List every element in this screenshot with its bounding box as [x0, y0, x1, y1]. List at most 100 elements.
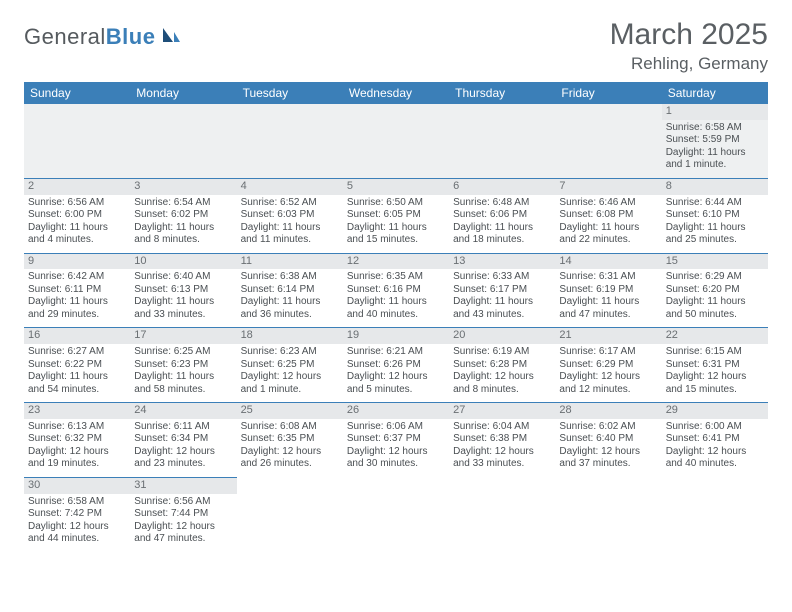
header: GeneralBlue March 2025 Rehling, Germany — [24, 18, 768, 74]
day-number: 24 — [130, 403, 236, 419]
sunset: Sunset: 6:37 PM — [347, 433, 445, 446]
day-info: Sunrise: 6:29 AMSunset: 6:20 PMDaylight:… — [666, 271, 764, 321]
day-number: 14 — [555, 254, 661, 270]
sunrise: Sunrise: 6:29 AM — [666, 271, 764, 284]
calendar-empty-cell — [24, 104, 130, 178]
day-info: Sunrise: 6:06 AMSunset: 6:37 PMDaylight:… — [347, 421, 445, 471]
calendar-empty-cell — [449, 477, 555, 551]
daylight: Daylight: 11 hours and 4 minutes. — [28, 222, 126, 247]
sunset: Sunset: 6:10 PM — [666, 209, 764, 222]
calendar-empty-cell — [555, 477, 661, 551]
calendar-day-cell: 19Sunrise: 6:21 AMSunset: 6:26 PMDayligh… — [343, 328, 449, 403]
sunset: Sunset: 6:26 PM — [347, 359, 445, 372]
sunrise: Sunrise: 6:21 AM — [347, 346, 445, 359]
sunset: Sunset: 6:08 PM — [559, 209, 657, 222]
sunrise: Sunrise: 6:13 AM — [28, 421, 126, 434]
calendar-day-cell: 15Sunrise: 6:29 AMSunset: 6:20 PMDayligh… — [662, 253, 768, 328]
title-block: March 2025 Rehling, Germany — [610, 18, 768, 74]
sunrise: Sunrise: 6:11 AM — [134, 421, 232, 434]
sunset: Sunset: 6:17 PM — [453, 284, 551, 297]
sunset: Sunset: 6:29 PM — [559, 359, 657, 372]
sunrise: Sunrise: 6:08 AM — [241, 421, 339, 434]
sunset: Sunset: 6:34 PM — [134, 433, 232, 446]
sunset: Sunset: 6:16 PM — [347, 284, 445, 297]
day-number: 28 — [555, 403, 661, 419]
day-number: 15 — [662, 254, 768, 270]
day-number: 10 — [130, 254, 236, 270]
logo: GeneralBlue — [24, 18, 181, 50]
daylight: Daylight: 11 hours and 25 minutes. — [666, 222, 764, 247]
daylight: Daylight: 12 hours and 33 minutes. — [453, 446, 551, 471]
sunrise: Sunrise: 6:15 AM — [666, 346, 764, 359]
day-number: 11 — [237, 254, 343, 270]
day-info: Sunrise: 6:04 AMSunset: 6:38 PMDaylight:… — [453, 421, 551, 471]
sunset: Sunset: 6:32 PM — [28, 433, 126, 446]
daylight: Daylight: 11 hours and 54 minutes. — [28, 371, 126, 396]
day-number: 13 — [449, 254, 555, 270]
calendar-day-cell: 28 Sunrise: 6:02 AMSunset: 6:40 PMDayligh… — [555, 403, 661, 478]
daylight: Daylight: 11 hours and 47 minutes. — [559, 296, 657, 321]
calendar-day-cell: 30Sunrise: 6:58 AMSunset: 7:42 PMDayligh… — [24, 477, 130, 551]
weekday-header: Tuesday — [237, 82, 343, 104]
daylight: Daylight: 11 hours and 29 minutes. — [28, 296, 126, 321]
day-info: Sunrise: 6:31 AMSunset: 6:19 PMDaylight:… — [559, 271, 657, 321]
daylight: Daylight: 12 hours and 15 minutes. — [666, 371, 764, 396]
sunrise: Sunrise: 6:44 AM — [666, 197, 764, 210]
day-number: 2 — [24, 179, 130, 195]
sunset: Sunset: 7:42 PM — [28, 508, 126, 521]
sunset: Sunset: 6:06 PM — [453, 209, 551, 222]
month-title: March 2025 — [610, 18, 768, 52]
calendar-empty-cell — [237, 477, 343, 551]
calendar-empty-cell — [343, 477, 449, 551]
day-number: 9 — [24, 254, 130, 270]
day-number: 25 — [237, 403, 343, 419]
day-info: Sunrise: 6:35 AMSunset: 6:16 PMDaylight:… — [347, 271, 445, 321]
sunrise: Sunrise: 6:46 AM — [559, 197, 657, 210]
day-info: Sunrise: 6:00 AMSunset: 6:41 PMDaylight:… — [666, 421, 764, 471]
calendar-empty-cell — [449, 104, 555, 178]
daylight: Daylight: 12 hours and 19 minutes. — [28, 446, 126, 471]
calendar-day-cell: 14Sunrise: 6:31 AMSunset: 6:19 PMDayligh… — [555, 253, 661, 328]
daylight: Daylight: 12 hours and 5 minutes. — [347, 371, 445, 396]
sunset: Sunset: 6:20 PM — [666, 284, 764, 297]
sunrise: Sunrise: 6:50 AM — [347, 197, 445, 210]
day-number: 8 — [662, 179, 768, 195]
sunset: Sunset: 6:02 PM — [134, 209, 232, 222]
sunset: Sunset: 6:00 PM — [28, 209, 126, 222]
daylight: Daylight: 11 hours and 33 minutes. — [134, 296, 232, 321]
day-info: Sunrise: 6:17 AMSunset: 6:29 PMDaylight:… — [559, 346, 657, 396]
day-number: 22 — [662, 328, 768, 344]
calendar-day-cell: 23Sunrise: 6:13 AMSunset: 6:32 PMDayligh… — [24, 403, 130, 478]
calendar-day-cell: 29Sunrise: 6:00 AMSunset: 6:41 PMDayligh… — [662, 403, 768, 478]
day-info: Sunrise: 6:11 AMSunset: 6:34 PMDaylight:… — [134, 421, 232, 471]
day-info: Sunrise: 6:15 AMSunset: 6:31 PMDaylight:… — [666, 346, 764, 396]
calendar-day-cell: 11Sunrise: 6:38 AMSunset: 6:14 PMDayligh… — [237, 253, 343, 328]
logo-text-general: General — [24, 24, 106, 49]
sunset: Sunset: 6:28 PM — [453, 359, 551, 372]
day-info: Sunrise: 6:58 AMSunset: 5:59 PMDaylight:… — [666, 122, 764, 172]
sunrise: Sunrise: 6:40 AM — [134, 271, 232, 284]
sunrise: Sunrise: 6:17 AM — [559, 346, 657, 359]
sunrise: Sunrise: 6:56 AM — [28, 197, 126, 210]
calendar-day-cell: 9Sunrise: 6:42 AMSunset: 6:11 PMDaylight… — [24, 253, 130, 328]
day-number: 27 — [449, 403, 555, 419]
day-info: Sunrise: 6:23 AMSunset: 6:25 PMDaylight:… — [241, 346, 339, 396]
calendar-day-cell: 10Sunrise: 6:40 AMSunset: 6:13 PMDayligh… — [130, 253, 236, 328]
day-number: 18 — [237, 328, 343, 344]
day-info: Sunrise: 6:52 AMSunset: 6:03 PMDaylight:… — [241, 197, 339, 247]
daylight: Daylight: 11 hours and 1 minute. — [666, 147, 764, 172]
day-info: Sunrise: 6:02 AMSunset: 6:40 PMDaylight:… — [559, 421, 657, 471]
sunset: Sunset: 6:41 PM — [666, 433, 764, 446]
sunset: Sunset: 6:22 PM — [28, 359, 126, 372]
calendar-header-row: SundayMondayTuesdayWednesdayThursdayFrid… — [24, 82, 768, 104]
calendar-empty-cell — [130, 104, 236, 178]
sunrise: Sunrise: 6:48 AM — [453, 197, 551, 210]
day-number: 5 — [343, 179, 449, 195]
daylight: Daylight: 11 hours and 50 minutes. — [666, 296, 764, 321]
weekday-header: Wednesday — [343, 82, 449, 104]
sunset: Sunset: 6:23 PM — [134, 359, 232, 372]
sunrise: Sunrise: 6:31 AM — [559, 271, 657, 284]
day-number: 3 — [130, 179, 236, 195]
day-info: Sunrise: 6:08 AMSunset: 6:35 PMDaylight:… — [241, 421, 339, 471]
calendar-day-cell: 7Sunrise: 6:46 AMSunset: 6:08 PMDaylight… — [555, 178, 661, 253]
